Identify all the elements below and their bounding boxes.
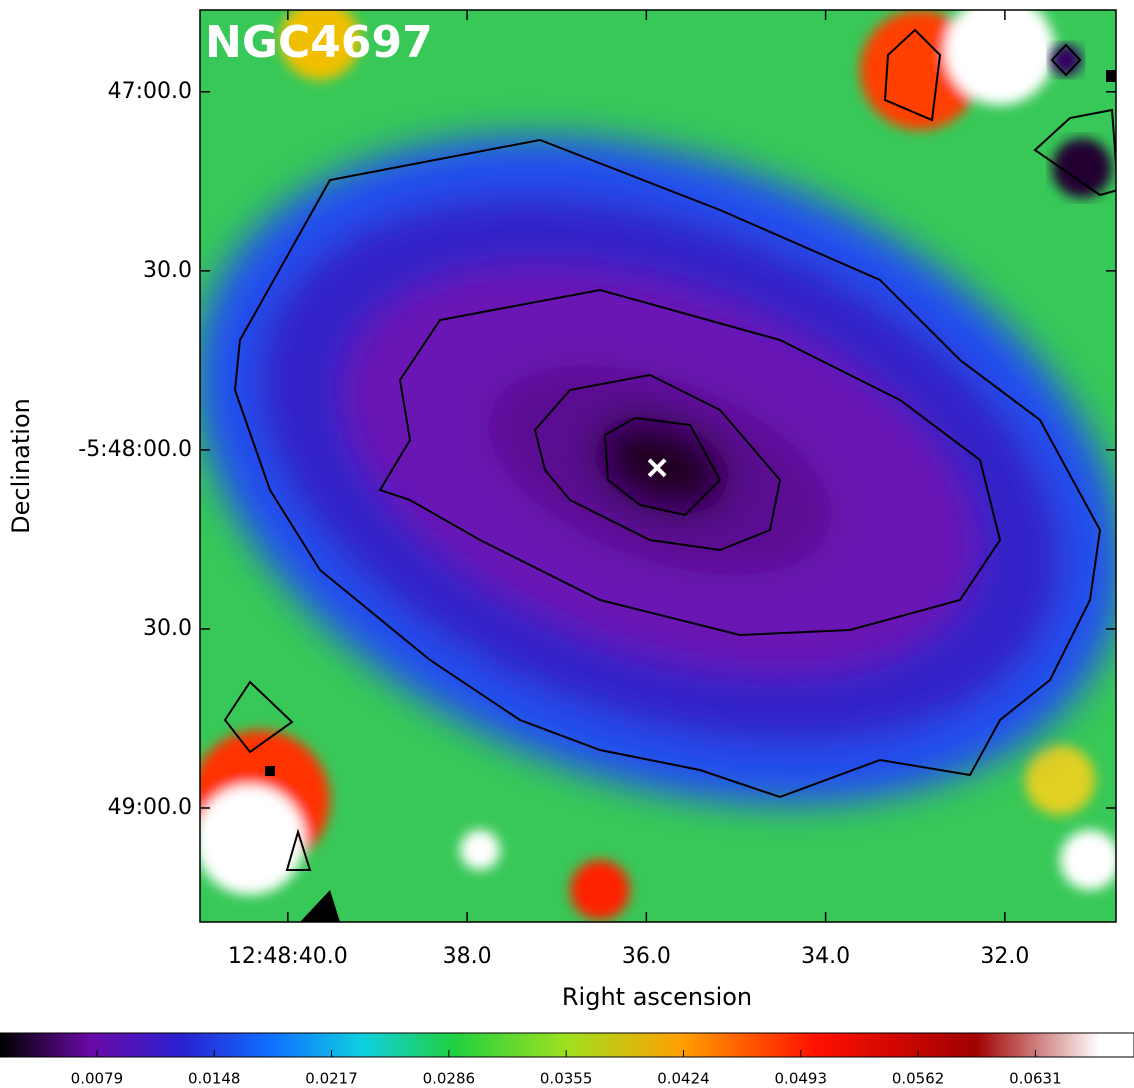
colorbar bbox=[0, 1032, 1134, 1058]
colorbar-tick-label: 0.0217 bbox=[305, 1070, 358, 1088]
colorbar-tick-label: 0.0286 bbox=[423, 1070, 476, 1088]
colorbar-tick-label: 0.0355 bbox=[540, 1070, 593, 1088]
chart-title: NGC4697 bbox=[205, 17, 433, 68]
y-tick-label: 30.0 bbox=[143, 258, 192, 283]
colorbar-tick-label: 0.0562 bbox=[892, 1070, 945, 1088]
y-tick-label: -5:48:00.0 bbox=[78, 437, 192, 462]
y-tick-label: 49:00.0 bbox=[108, 795, 192, 820]
colorbar-tick-label: 0.0079 bbox=[71, 1070, 124, 1088]
colorbar-tick-label: 0.0493 bbox=[775, 1070, 828, 1088]
colorbar-tick-label: 0.0424 bbox=[657, 1070, 710, 1088]
x-tick-label: 38.0 bbox=[443, 944, 492, 969]
center-marker bbox=[647, 458, 667, 478]
x-axis-label: Right ascension bbox=[562, 983, 752, 1011]
y-tick-label: 30.0 bbox=[143, 616, 192, 641]
x-tick-label: 36.0 bbox=[622, 944, 671, 969]
sky-image bbox=[200, 10, 1116, 922]
colorbar-tick-label: 0.0148 bbox=[188, 1070, 241, 1088]
x-tick-label: 32.0 bbox=[980, 944, 1029, 969]
y-axis-label: Declination bbox=[7, 398, 35, 534]
x-tick-label: 34.0 bbox=[801, 944, 850, 969]
colorbar-tick-label: 0.0631 bbox=[1009, 1070, 1062, 1088]
y-tick-label: 47:00.0 bbox=[108, 79, 192, 104]
x-tick-label: 12:48:40.0 bbox=[228, 944, 348, 969]
plot-frame bbox=[199, 9, 1117, 923]
